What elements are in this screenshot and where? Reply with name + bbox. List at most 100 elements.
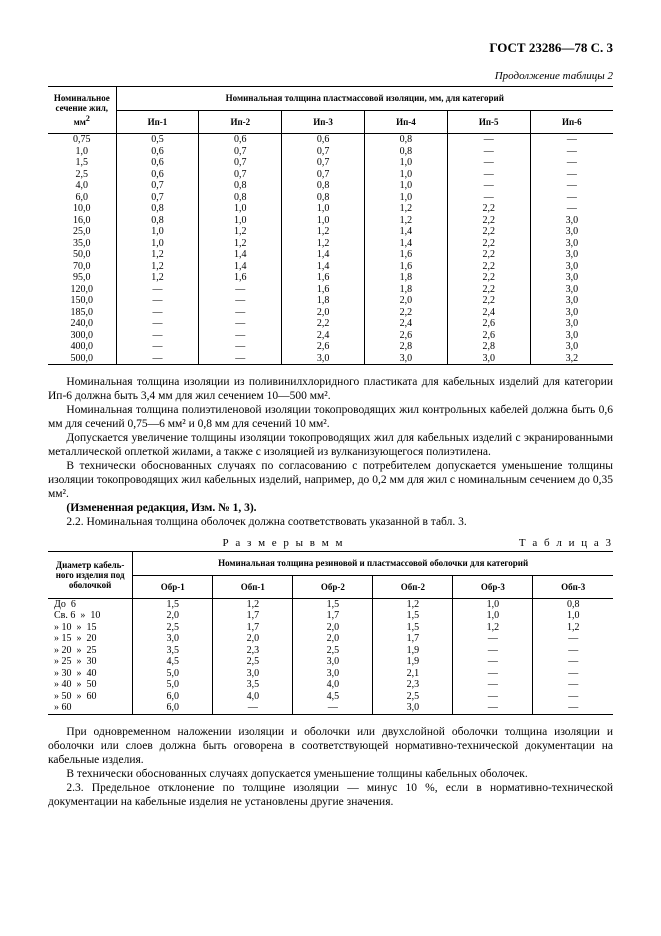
table-cell: 0,8	[365, 146, 448, 158]
table-cell: 2,2	[447, 203, 530, 215]
t3-col-4: Обр-3	[453, 575, 533, 598]
table-cell: 1,2	[116, 249, 199, 261]
table-cell: 0,7	[282, 169, 365, 181]
table-cell: 1,4	[365, 238, 448, 250]
table-cell: 0,8	[282, 180, 365, 192]
table-cell: 3,0	[530, 215, 613, 227]
para-8: В технически обоснованных случаях допуск…	[48, 767, 613, 781]
table-cell: —	[213, 702, 293, 714]
table-cell: 2,0	[282, 307, 365, 319]
table-cell: 1,8	[365, 272, 448, 284]
table-cell: 1,2	[365, 203, 448, 215]
table-cell: 150,0	[48, 295, 116, 307]
table-cell: 2,4	[447, 307, 530, 319]
table-cell: —	[116, 295, 199, 307]
table-cell: 3,0	[282, 353, 365, 365]
table-cell: 2,2	[447, 238, 530, 250]
t2-col-3: Ип-4	[365, 110, 448, 134]
table-cell: 300,0	[48, 330, 116, 342]
table-cell: 2,4	[365, 318, 448, 330]
table-2: Номинальное сечение жил, мм2 Номинальная…	[48, 86, 613, 365]
table-cell: —	[533, 668, 613, 680]
table-cell: 2,5	[373, 691, 453, 703]
table-cell: 4,0	[213, 691, 293, 703]
t2-col-1: Ип-2	[199, 110, 282, 134]
table-cell: 2,2	[447, 272, 530, 284]
table-cell: 400,0	[48, 341, 116, 353]
t2-col-2: Ип-3	[282, 110, 365, 134]
table-cell: 4,0	[48, 180, 116, 192]
table-cell: 0,8	[116, 203, 199, 215]
table-cell: 6,0	[133, 702, 213, 714]
table-cell: 2,2	[447, 261, 530, 273]
table-cell: 0,75	[48, 134, 116, 146]
table-cell: 1,7	[213, 610, 293, 622]
table-cell: 1,5	[373, 622, 453, 634]
t2-corner: Номинальное сечение жил, мм2	[48, 87, 116, 134]
table-cell: 1,0	[453, 610, 533, 622]
table-cell: —	[453, 633, 533, 645]
table-cell: » 20 » 25	[48, 645, 133, 657]
table-cell: —	[447, 134, 530, 146]
table-cell: 2,2	[447, 249, 530, 261]
table-cell: 0,5	[116, 134, 199, 146]
table-cell: 1,0	[365, 157, 448, 169]
table-cell: 0,8	[533, 598, 613, 610]
t2-col-5: Ип-6	[530, 110, 613, 134]
table-cell: —	[116, 330, 199, 342]
table-cell: 3,5	[213, 679, 293, 691]
table-cell: 1,0	[365, 192, 448, 204]
table-cell: 0,7	[199, 157, 282, 169]
table-cell: 25,0	[48, 226, 116, 238]
table-cell: 2,5	[133, 622, 213, 634]
table-cell: 4,5	[293, 691, 373, 703]
table-cell: 1,2	[282, 226, 365, 238]
table-cell: 1,6	[199, 272, 282, 284]
table-cell: 1,0	[533, 610, 613, 622]
table-cell: 2,0	[133, 610, 213, 622]
table-cell: —	[530, 192, 613, 204]
table-3: Диаметр кабель- ного изделия под оболочк…	[48, 551, 613, 715]
para-5: (Измененная редакция, Изм. № 1, 3).	[48, 501, 613, 515]
table-cell: 3,0	[530, 284, 613, 296]
table-cell: —	[116, 341, 199, 353]
table-cell: 3,0	[293, 668, 373, 680]
table-cell: » 30 » 40	[48, 668, 133, 680]
table-cell: » 10 » 15	[48, 622, 133, 634]
table-cell: 0,8	[199, 180, 282, 192]
table-cell: 2,2	[447, 284, 530, 296]
table-cell: —	[116, 353, 199, 365]
table-cell: —	[533, 656, 613, 668]
table-cell: 35,0	[48, 238, 116, 250]
table-cell: 2,8	[447, 341, 530, 353]
table-cell: 2,4	[282, 330, 365, 342]
table-cell: —	[533, 679, 613, 691]
table-cell: 1,4	[199, 261, 282, 273]
table-cell: 3,0	[293, 656, 373, 668]
table-cell: 2,2	[447, 295, 530, 307]
table-cell: 1,2	[533, 622, 613, 634]
table-cell: 1,8	[365, 284, 448, 296]
dimensions-title: Р а з м е р ы в м м	[48, 537, 519, 549]
table-cell: 1,9	[373, 656, 453, 668]
table-cell: —	[293, 702, 373, 714]
table-cell: 5,0	[133, 668, 213, 680]
table-cell: —	[533, 691, 613, 703]
t3-col-1: Обп-1	[213, 575, 293, 598]
page-header: ГОСТ 23286—78 С. 3	[48, 40, 613, 56]
table-cell: —	[199, 284, 282, 296]
table-cell: 3,0	[213, 668, 293, 680]
table-cell: 4,0	[293, 679, 373, 691]
table-cell: 1,2	[365, 215, 448, 227]
table-cell: 1,2	[453, 622, 533, 634]
table-cell: 0,6	[199, 134, 282, 146]
table-cell: 4,5	[133, 656, 213, 668]
table-cell: —	[453, 679, 533, 691]
table-cell: 1,7	[293, 610, 373, 622]
table-cell: 1,6	[365, 249, 448, 261]
table-cell: —	[530, 157, 613, 169]
table-cell: 0,6	[116, 157, 199, 169]
table-cell: 1,0	[116, 238, 199, 250]
table-cell: 5,0	[133, 679, 213, 691]
table-cell: 0,8	[116, 215, 199, 227]
